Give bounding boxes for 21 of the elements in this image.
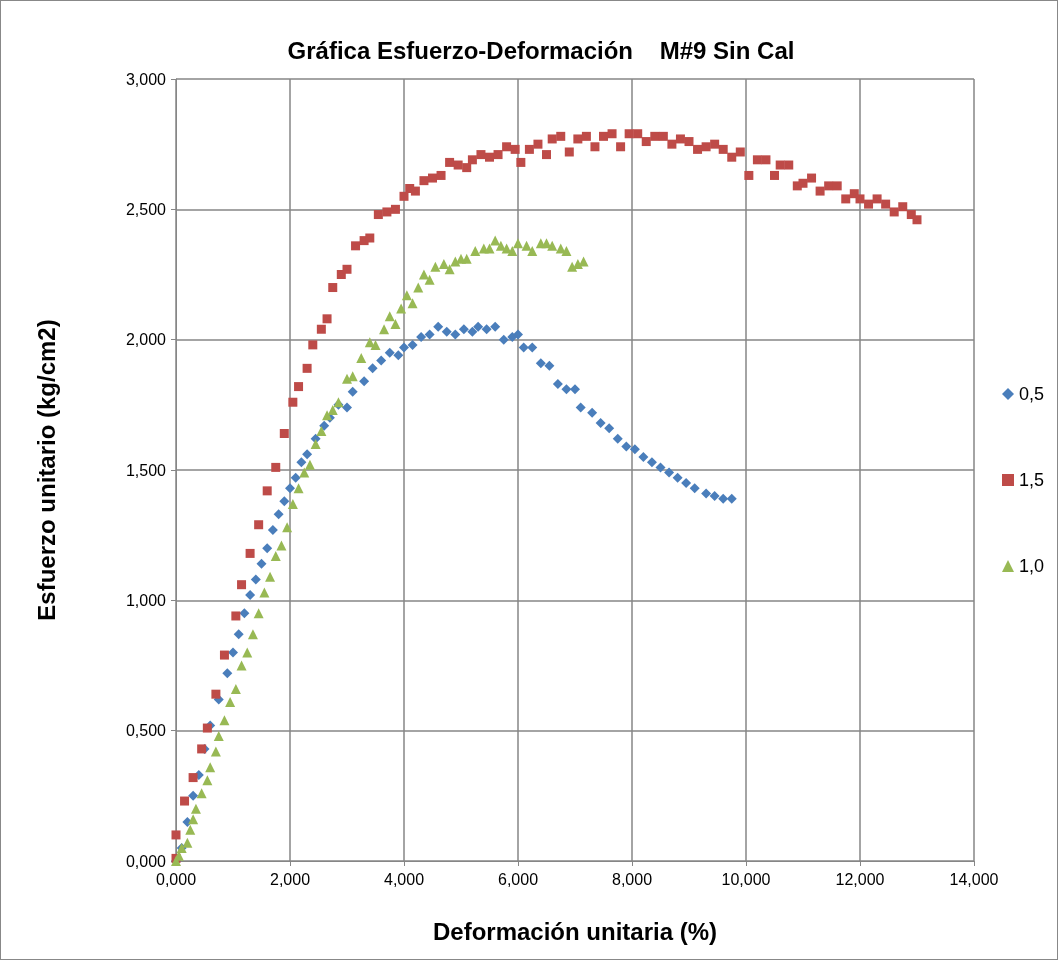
y-tick-label: 0,000 bbox=[125, 852, 167, 870]
x-tick-label: 12,000 bbox=[835, 870, 885, 888]
x-tick-label: 10,000 bbox=[721, 870, 771, 888]
y-tick-label: 2,000 bbox=[125, 331, 167, 349]
x-tick-label: 14,000 bbox=[949, 870, 999, 888]
y-tick-label: 3,000 bbox=[125, 70, 167, 88]
x-tick-label: 2,000 bbox=[269, 870, 311, 888]
x-tick-label: 8,000 bbox=[611, 870, 653, 888]
x-tick-label: 4,000 bbox=[383, 870, 425, 888]
legend-label: 1,5 bbox=[1018, 470, 1045, 490]
x-axis-title: Deformación unitaria (%) bbox=[432, 917, 718, 945]
y-tick-label: 2,500 bbox=[125, 200, 167, 218]
legend-label: 1,0 bbox=[1018, 556, 1045, 576]
y-tick-label: 0,500 bbox=[125, 722, 167, 740]
x-tick-label: 0,000 bbox=[155, 870, 197, 888]
chart-title: Gráfica Esfuerzo-Deformación M#9 Sin Cal bbox=[287, 36, 795, 64]
y-axis-title: Esfuerzo unitario (kg/cm2) bbox=[32, 319, 60, 621]
legend-label: 0,5 bbox=[1018, 384, 1045, 404]
x-tick-label: 6,000 bbox=[497, 870, 539, 888]
y-tick-label: 1,000 bbox=[125, 591, 167, 609]
y-tick-label: 1,500 bbox=[125, 461, 167, 479]
